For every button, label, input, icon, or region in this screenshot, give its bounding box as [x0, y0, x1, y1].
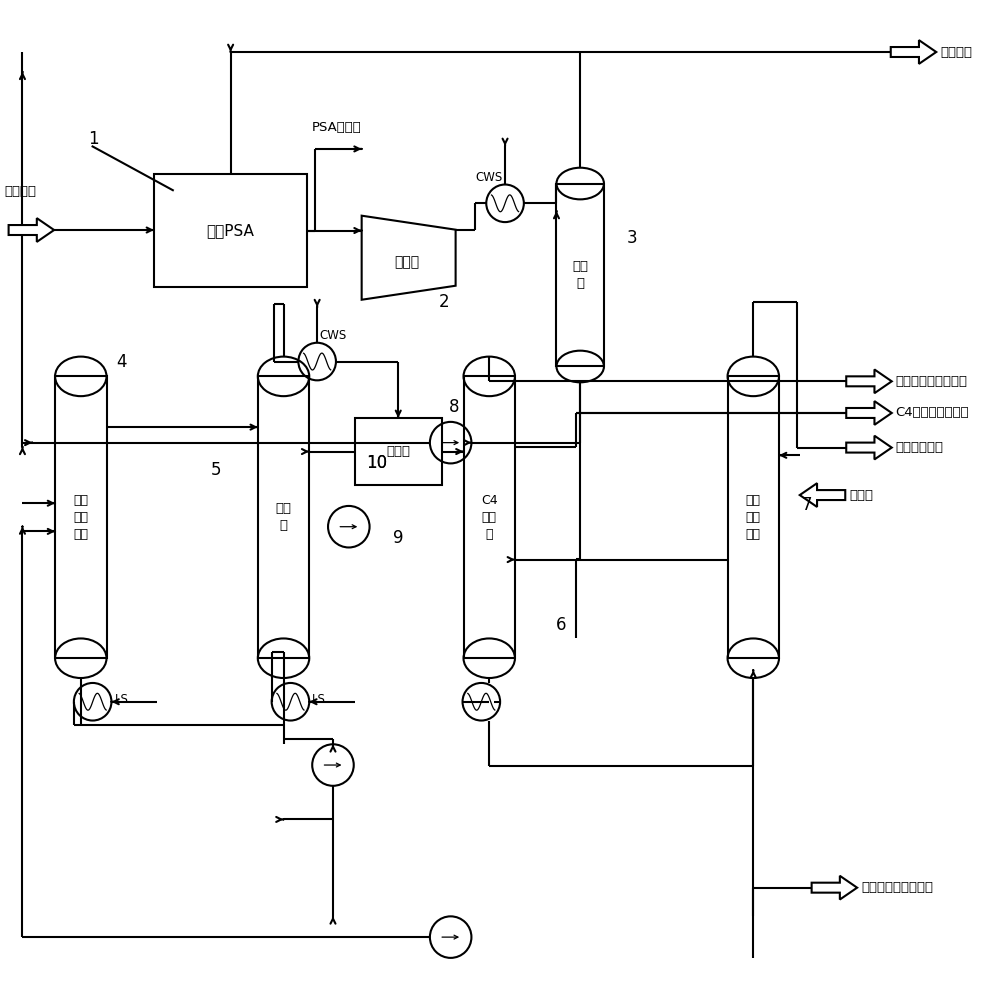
- Text: 8: 8: [448, 398, 459, 416]
- Text: C4产品去乙烯裂解: C4产品去乙烯裂解: [896, 406, 969, 419]
- Polygon shape: [812, 876, 857, 900]
- Text: 脱氧
脱甲
烷塔: 脱氧 脱甲 烷塔: [73, 494, 88, 541]
- Text: C4
吸收
塔: C4 吸收 塔: [481, 494, 497, 541]
- Text: 燃料气去管网: 燃料气去管网: [896, 441, 943, 454]
- Text: CWS: CWS: [319, 329, 347, 342]
- Text: PSA提浓气: PSA提浓气: [312, 121, 362, 134]
- Polygon shape: [846, 401, 892, 425]
- Text: 4: 4: [116, 353, 127, 371]
- Bar: [464, 376, 515, 658]
- Bar: [355, 418, 442, 485]
- Text: 解吸
塔: 解吸 塔: [275, 502, 291, 532]
- Text: 富乙烷气去乙烯裂解: 富乙烷气去乙烯裂解: [896, 375, 967, 388]
- Text: 富石脑油去乙烯裂解: 富石脑油去乙烯裂解: [861, 881, 934, 894]
- Bar: [154, 174, 307, 287]
- Polygon shape: [891, 40, 936, 64]
- Text: 分液
罐: 分液 罐: [572, 260, 589, 290]
- Polygon shape: [9, 218, 55, 242]
- Text: 10: 10: [366, 454, 387, 472]
- Text: 5: 5: [211, 461, 222, 479]
- Text: 10: 10: [366, 454, 387, 472]
- Text: 9: 9: [393, 529, 403, 547]
- Bar: [258, 376, 309, 658]
- Text: 2: 2: [438, 293, 449, 311]
- Bar: [557, 184, 604, 366]
- Text: 6: 6: [556, 616, 567, 634]
- Text: LS: LS: [114, 693, 128, 706]
- Text: 石脑
油吸
收塔: 石脑 油吸 收塔: [746, 494, 761, 541]
- Text: 一段PSA: 一段PSA: [207, 223, 255, 238]
- Text: 7: 7: [802, 496, 812, 514]
- Polygon shape: [846, 369, 892, 393]
- Text: 石脑油: 石脑油: [849, 489, 873, 502]
- Polygon shape: [846, 436, 892, 459]
- Text: 3: 3: [626, 229, 637, 247]
- Text: CWS: CWS: [476, 171, 502, 184]
- Text: 回流罐: 回流罐: [386, 445, 410, 458]
- Text: 1: 1: [88, 130, 99, 148]
- Bar: [727, 376, 779, 658]
- Text: 压缩机: 压缩机: [394, 256, 419, 270]
- Text: 吸附废气: 吸附废气: [940, 46, 972, 59]
- Text: LS: LS: [312, 693, 326, 706]
- Text: 原料干气: 原料干气: [5, 185, 37, 198]
- Bar: [55, 376, 106, 658]
- Polygon shape: [800, 483, 845, 507]
